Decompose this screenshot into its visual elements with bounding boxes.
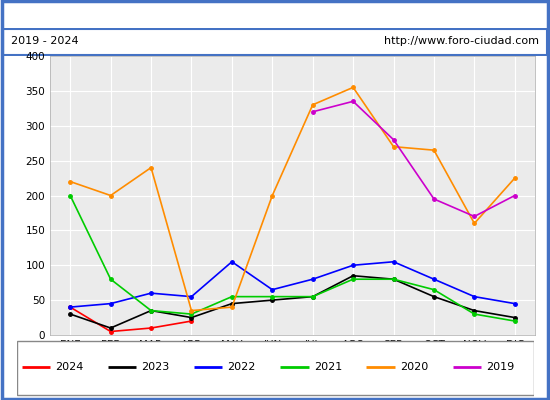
Text: http://www.foro-ciudad.com: http://www.foro-ciudad.com: [384, 36, 539, 46]
Text: 2019 - 2024: 2019 - 2024: [11, 36, 79, 46]
Text: 2019: 2019: [486, 362, 514, 372]
Text: 2024: 2024: [55, 362, 84, 372]
Text: Evolucion Nº Turistas Extranjeros en el municipio de Sant Llorenç de Morunys: Evolucion Nº Turistas Extranjeros en el …: [46, 8, 504, 20]
Text: 2023: 2023: [141, 362, 170, 372]
Text: 2022: 2022: [228, 362, 256, 372]
Text: 2021: 2021: [314, 362, 342, 372]
Text: 2020: 2020: [400, 362, 428, 372]
